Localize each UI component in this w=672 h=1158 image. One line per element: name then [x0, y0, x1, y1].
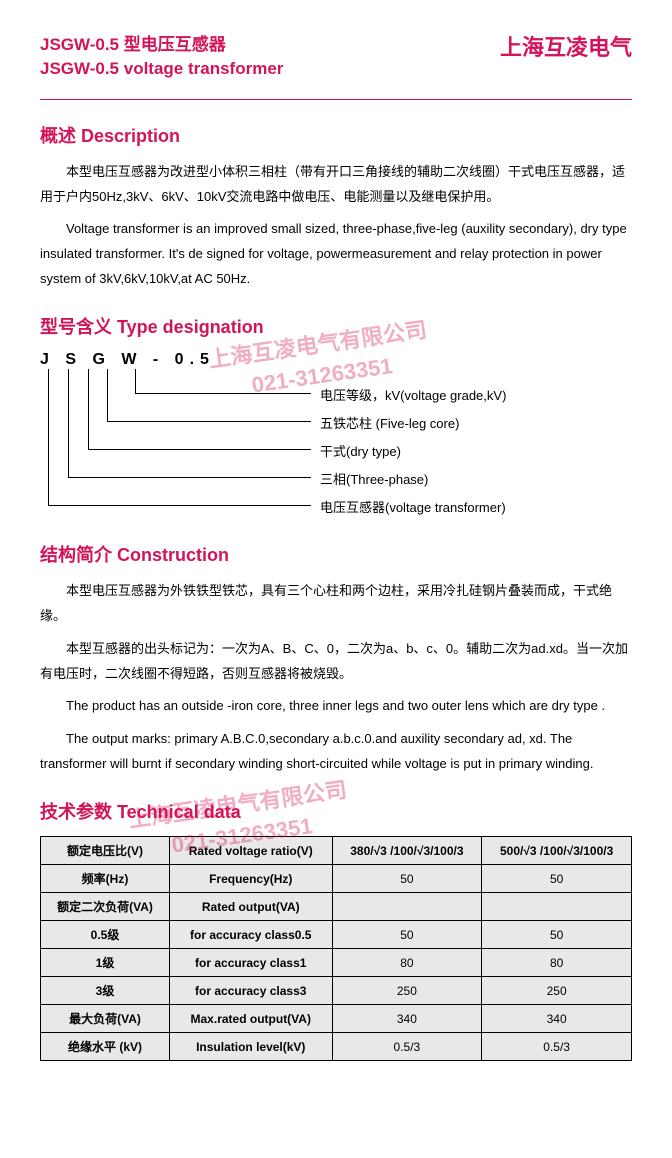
- description-heading: 概述 Description: [40, 122, 632, 148]
- type-diagram: 电压等级，kV(voltage grade,kV) 五铁芯柱 (Five-leg…: [40, 369, 632, 519]
- type-heading: 型号含义 Type designation: [40, 313, 632, 339]
- title-cn: JSGW-0.5 型电压互感器: [40, 30, 283, 55]
- diagram-label-3: 三相(Three-phase): [320, 469, 428, 488]
- construction-heading: 结构简介 Construction: [40, 541, 632, 567]
- header: JSGW-0.5 型电压互感器 JSGW-0.5 voltage transfo…: [40, 30, 632, 83]
- divider: [40, 99, 632, 100]
- table-row: 0.5级 for accuracy class0.5 50 50: [41, 921, 632, 949]
- title-block: JSGW-0.5 型电压互感器 JSGW-0.5 voltage transfo…: [40, 30, 283, 83]
- table-row: 频率(Hz) Frequency(Hz) 50 50: [41, 865, 632, 893]
- table-row: 绝缘水平 (kV) Insulation level(kV) 0.5/3 0.5…: [41, 1033, 632, 1061]
- table-row: 1级 for accuracy class1 80 80: [41, 949, 632, 977]
- tech-table: 额定电压比(V) Rated voltage ratio(V) 380/√3 /…: [40, 836, 632, 1061]
- table-row: 3级 for accuracy class3 250 250: [41, 977, 632, 1005]
- construction-p1: 本型电压互感器为外铁铁型铁芯，具有三个心柱和两个边柱，采用冷扎硅钢片叠装而成，干…: [40, 579, 632, 628]
- type-code: J S G W - 0.5: [40, 351, 632, 369]
- description-p2: Voltage transformer is an improved small…: [40, 217, 632, 291]
- tech-heading: 技术参数 Technical data: [40, 798, 632, 824]
- diagram-label-2: 干式(dry type): [320, 441, 401, 460]
- brand: 上海互凌电气: [500, 30, 632, 62]
- table-row: 额定二次负荷(VA) Rated output(VA): [41, 893, 632, 921]
- table-row: 额定电压比(V) Rated voltage ratio(V) 380/√3 /…: [41, 837, 632, 865]
- diagram-label-1: 五铁芯柱 (Five-leg core): [320, 413, 459, 432]
- construction-p2: 本型互感器的出头标记为：一次为A、B、C、0，二次为a、b、c、0。辅助二次为a…: [40, 637, 632, 686]
- construction-p4: The output marks: primary A.B.C.0,second…: [40, 727, 632, 776]
- construction-p3: The product has an outside -iron core, t…: [40, 694, 632, 719]
- diagram-label-4: 电压互感器(voltage transformer): [320, 497, 506, 516]
- title-en: JSGW-0.5 voltage transformer: [40, 59, 283, 79]
- table-row: 最大负荷(VA) Max.rated output(VA) 340 340: [41, 1005, 632, 1033]
- description-p1: 本型电压互感器为改进型小体积三相柱（带有开口三角接线的辅助二次线圈）干式电压互感…: [40, 160, 632, 209]
- diagram-label-0: 电压等级，kV(voltage grade,kV): [320, 385, 506, 404]
